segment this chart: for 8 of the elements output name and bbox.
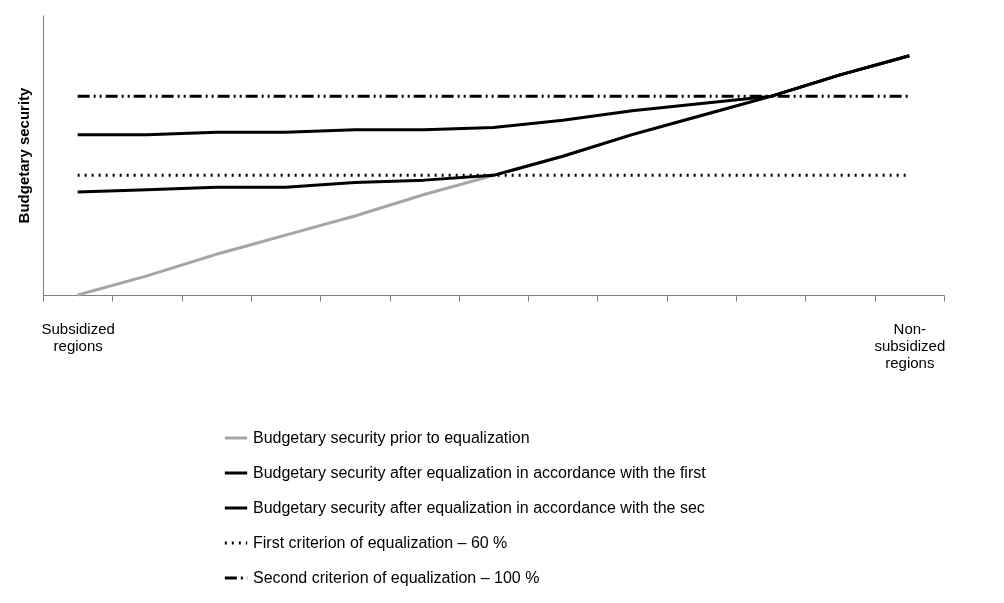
legend-label: First criterion of equalization – 60 % bbox=[253, 534, 508, 551]
y-axis-title: Budgetary security bbox=[14, 86, 32, 224]
legend-label: Budgetary security prior to equalization bbox=[253, 429, 530, 446]
x-tick-label: Subsidized regions bbox=[41, 319, 115, 354]
legend-label: Budgetary security after equalization in accordance with the first bbox=[253, 464, 707, 481]
legend-label: Second criterion of equalization – 100 % bbox=[253, 569, 540, 586]
x-tick-label: Non-subsidized regions bbox=[874, 319, 946, 371]
legend-label: Budgetary security after equalization in accordance with the sec bbox=[253, 499, 705, 516]
